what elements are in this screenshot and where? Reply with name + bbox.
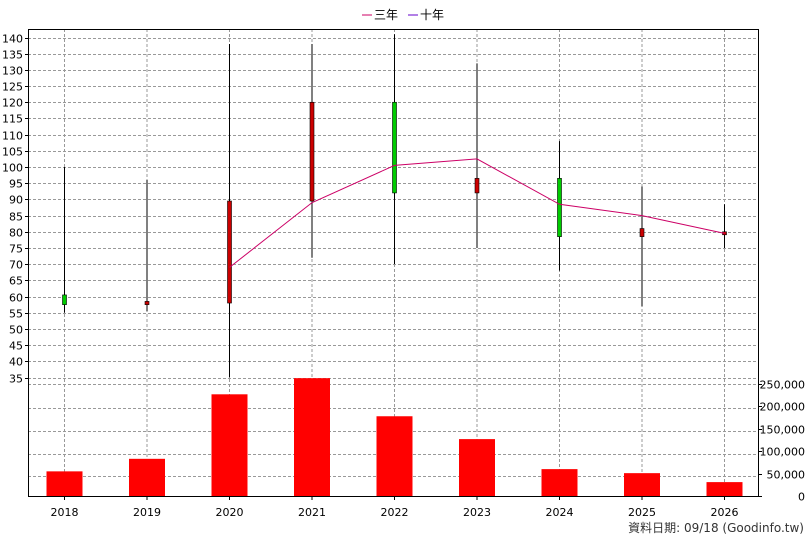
legend: 三年 十年 bbox=[362, 8, 444, 22]
price-tick-label: 60 bbox=[9, 292, 23, 305]
volume-bar bbox=[459, 439, 495, 496]
candle-body bbox=[309, 101, 315, 202]
price-tick-label: 90 bbox=[9, 194, 23, 207]
year-tick-label: 2020 bbox=[216, 506, 244, 519]
candle-body bbox=[62, 294, 67, 305]
price-tick-label: 110 bbox=[2, 130, 23, 143]
price-tick-label: 125 bbox=[2, 81, 23, 94]
volume-bar bbox=[211, 394, 248, 496]
volume-bar bbox=[706, 482, 743, 496]
axes bbox=[25, 29, 762, 500]
price-tick-label: 140 bbox=[2, 33, 23, 46]
candlesticks bbox=[62, 34, 727, 378]
price-tick-label: 45 bbox=[9, 340, 23, 353]
average-lines bbox=[229, 158, 725, 268]
price-tick-label: 120 bbox=[2, 97, 23, 110]
price-tick-label: 135 bbox=[2, 49, 23, 62]
price-tick-label: 35 bbox=[9, 373, 23, 386]
volume-bar bbox=[46, 471, 83, 496]
price-tick-label: 55 bbox=[9, 308, 23, 321]
candle-body bbox=[227, 200, 232, 304]
volume-tick-label: 100,000 bbox=[760, 446, 806, 459]
year-tick-label: 2022 bbox=[381, 506, 409, 519]
candle-body bbox=[557, 178, 562, 237]
volume-tick-label: 250,000 bbox=[760, 379, 806, 392]
price-tick-label: 40 bbox=[9, 356, 23, 369]
year-tick-label: 2025 bbox=[628, 506, 656, 519]
price-tick-label: 50 bbox=[9, 324, 23, 337]
price-tick-label: 80 bbox=[9, 227, 23, 240]
year-tick-label: 2023 bbox=[463, 506, 491, 519]
price-tick-label: 115 bbox=[2, 113, 23, 126]
price-tick-label: 105 bbox=[2, 146, 23, 159]
price-tick-label: 75 bbox=[9, 243, 23, 256]
price-tick-label: 100 bbox=[2, 162, 23, 175]
volume-bar bbox=[129, 458, 165, 496]
legend-label-three-year: 三年 bbox=[374, 8, 398, 22]
volume-tick-label: 50,000 bbox=[767, 469, 806, 482]
price-tick-label: 85 bbox=[9, 211, 23, 224]
year-tick-label: 2021 bbox=[298, 506, 326, 519]
volume-bars bbox=[46, 378, 743, 496]
tick-labels: 35 40 45 50 55 60 65 70 75 80 85 90 95 100 105 110 115 12… bbox=[2, 33, 805, 520]
volume-bar bbox=[541, 469, 578, 496]
year-tick-label: 2018 bbox=[51, 506, 79, 519]
legend-label-ten-year: 十年 bbox=[420, 8, 444, 22]
candle-body bbox=[639, 228, 645, 237]
price-tick-label: 65 bbox=[9, 275, 23, 288]
volume-tick-label: 0 bbox=[798, 491, 805, 504]
data-date-credit: 資料日期: 09/18 (Goodinfo.tw) bbox=[628, 521, 804, 535]
volume-tick-label: 200,000 bbox=[760, 401, 806, 414]
year-tick-label: 2026 bbox=[711, 506, 739, 519]
candle-body bbox=[144, 301, 150, 305]
volume-tick-label: 150,000 bbox=[760, 424, 806, 437]
volume-bar bbox=[376, 416, 413, 496]
candle-body bbox=[392, 101, 397, 194]
candle-body bbox=[474, 178, 480, 194]
year-tick-label: 2019 bbox=[133, 506, 161, 519]
price-tick-label: 130 bbox=[2, 65, 23, 78]
volume-bar bbox=[294, 378, 330, 496]
price-tick-label: 70 bbox=[9, 259, 23, 272]
year-tick-label: 2024 bbox=[546, 506, 574, 519]
volume-bar bbox=[624, 473, 660, 496]
price-tick-label: 95 bbox=[9, 178, 23, 191]
three-year-line bbox=[229, 158, 725, 268]
